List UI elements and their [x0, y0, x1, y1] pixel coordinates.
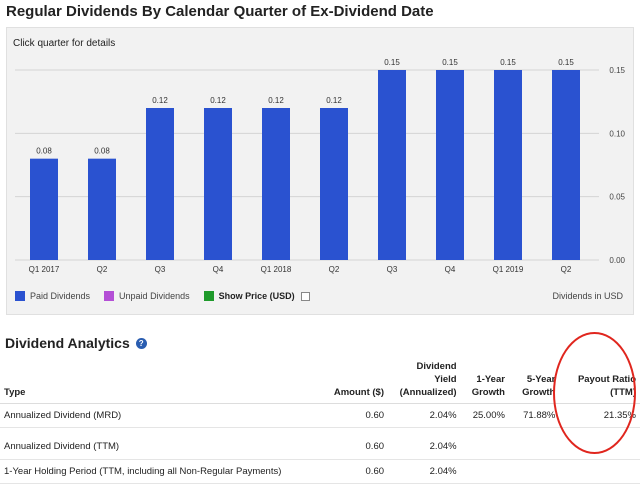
bar[interactable]: [436, 70, 464, 260]
y-tick-label: 0.05: [609, 193, 625, 202]
bar-value-label: 0.08: [94, 147, 110, 156]
bar[interactable]: [146, 108, 174, 260]
bar-value-label: 0.12: [268, 96, 284, 105]
chart-hint: Click quarter for details: [13, 38, 116, 49]
cell-type: Annualized Dividend (TTM): [0, 435, 303, 460]
bar[interactable]: [378, 70, 406, 260]
bar-value-label: 0.15: [384, 58, 400, 67]
cell-growth-5y: [508, 435, 560, 460]
table-header-row: Type Amount ($) Dividend Yield (Annualiz…: [0, 353, 640, 404]
cell-yield: 2.04%: [388, 403, 461, 428]
header-amount: Amount ($): [302, 353, 389, 404]
dividend-analytics-table: Type Amount ($) Dividend Yield (Annualiz…: [0, 353, 640, 484]
legend-unpaid-label: Unpaid Dividends: [119, 291, 190, 301]
legend-price-swatch: [203, 291, 214, 301]
bar[interactable]: [262, 108, 290, 260]
table-row: 1-Year Holding Period (TTM, including al…: [0, 459, 640, 484]
cell-yield: 2.04%: [388, 459, 461, 484]
page-title: Regular Dividends By Calendar Quarter of…: [6, 3, 434, 20]
analytics-title: Dividend Analytics ?: [5, 335, 147, 351]
table-row: Annualized Dividend (MRD) 0.60 2.04% 25.…: [0, 403, 640, 428]
dividend-bar-chart[interactable]: 0.00 0.05 0.10 0.15 0.08 Q1 2017 0.08 Q2 0.12 Q3 0…: [7, 28, 633, 314]
header-type: Type: [0, 353, 303, 404]
bar-value-label: 0.15: [558, 58, 574, 67]
bar-value-label: 0.12: [152, 96, 168, 105]
x-tick-label[interactable]: Q4: [213, 265, 224, 274]
bar-value-label: 0.08: [36, 147, 52, 156]
x-tick-label[interactable]: Q1 2019: [493, 265, 524, 274]
legend-unpaid[interactable]: Unpaid Dividends: [104, 291, 190, 301]
cell-payout: 21.35%: [559, 403, 640, 428]
bar[interactable]: [494, 70, 522, 260]
x-tick-label[interactable]: Q1 2017: [29, 265, 60, 274]
bar[interactable]: [30, 158, 58, 260]
cell-yield: 2.04%: [388, 435, 461, 460]
chart-legend: Paid Dividends Unpaid Dividends Show Pri…: [15, 291, 324, 301]
cell-payout: [559, 459, 640, 484]
units-label: Dividends in USD: [552, 291, 623, 301]
table-row: Annualized Dividend (TTM) 0.60 2.04%: [0, 435, 640, 460]
cell-amount: 0.60: [302, 403, 389, 428]
y-tick-label: 0.15: [609, 66, 625, 75]
cell-growth-5y: 71.88%: [508, 403, 560, 428]
y-tick-label: 0.00: [609, 256, 625, 265]
cell-payout: [559, 435, 640, 460]
x-tick-label[interactable]: Q2: [329, 265, 340, 274]
header-yield: Dividend Yield (Annualized): [388, 353, 461, 404]
bar[interactable]: [204, 108, 232, 260]
cell-amount: 0.60: [302, 435, 389, 460]
bar[interactable]: [552, 70, 580, 260]
cell-growth-1y: [460, 435, 509, 460]
legend-price-label: Show Price (USD): [218, 291, 295, 301]
bar-value-label: 0.12: [326, 96, 342, 105]
bar[interactable]: [320, 108, 348, 260]
x-tick-label[interactable]: Q3: [155, 265, 166, 274]
bar-value-label: 0.15: [500, 58, 516, 67]
legend-paid-swatch: [15, 291, 25, 301]
cell-growth-5y: [508, 459, 560, 484]
bar-value-label: 0.15: [442, 58, 458, 67]
cell-growth-1y: 25.00%: [460, 403, 509, 428]
header-growth-1y: 1-Year Growth: [460, 353, 509, 404]
legend-show-price[interactable]: Show Price (USD): [203, 291, 310, 301]
cell-type: Annualized Dividend (MRD): [0, 403, 303, 428]
table-spacer: [0, 427, 640, 435]
legend-paid-label: Paid Dividends: [30, 291, 91, 301]
x-tick-label[interactable]: Q3: [387, 265, 398, 274]
x-tick-label[interactable]: Q2: [97, 265, 108, 274]
header-growth-5y: 5-Year Growth: [508, 353, 560, 404]
cell-growth-1y: [460, 459, 509, 484]
legend-unpaid-swatch: [104, 291, 115, 301]
show-price-checkbox[interactable]: [300, 291, 310, 301]
y-tick-label: 0.10: [609, 129, 625, 138]
bar-value-label: 0.12: [210, 96, 226, 105]
cell-amount: 0.60: [302, 459, 389, 484]
x-tick-label[interactable]: Q2: [561, 265, 572, 274]
legend-paid[interactable]: Paid Dividends: [15, 291, 90, 301]
bar[interactable]: [88, 158, 116, 260]
help-icon[interactable]: ?: [135, 337, 147, 349]
header-payout: Payout Ratio (TTM): [559, 353, 640, 404]
x-tick-label[interactable]: Q1 2018: [261, 265, 292, 274]
cell-type: 1-Year Holding Period (TTM, including al…: [0, 459, 303, 484]
dividend-chart-panel: 0.00 0.05 0.10 0.15 0.08 Q1 2017 0.08 Q2 0.12 Q3 0…: [6, 27, 634, 315]
x-tick-label[interactable]: Q4: [445, 265, 456, 274]
analytics-title-text: Dividend Analytics: [5, 335, 130, 351]
